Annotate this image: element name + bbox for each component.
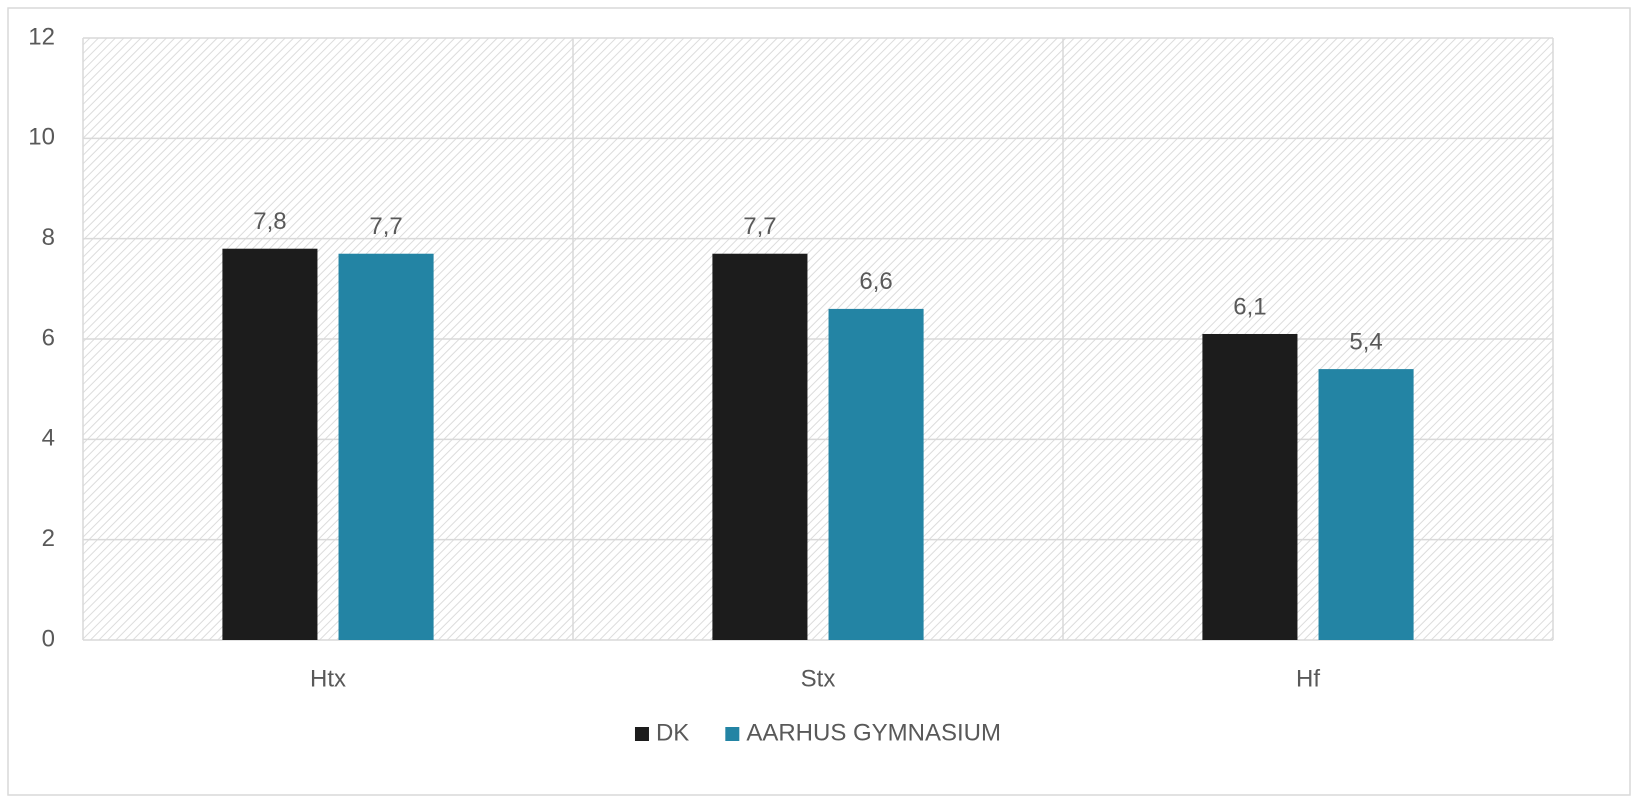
x-tick-label: Stx xyxy=(801,665,836,692)
bar xyxy=(828,308,924,640)
bar xyxy=(222,248,318,640)
y-tick-label: 2 xyxy=(42,525,55,552)
y-tick-label: 6 xyxy=(42,324,55,351)
value-label: 7,8 xyxy=(253,208,286,235)
y-tick-label: 10 xyxy=(28,124,55,151)
value-label: 6,6 xyxy=(859,268,892,295)
y-tick-label: 8 xyxy=(42,224,55,251)
bar xyxy=(338,253,434,640)
bar xyxy=(1318,369,1414,640)
x-tick-label: Hf xyxy=(1296,665,1320,692)
x-tick-label: Htx xyxy=(310,665,346,692)
value-label: 7,7 xyxy=(369,213,402,240)
value-label: 7,7 xyxy=(743,213,776,240)
legend-swatch xyxy=(634,727,649,741)
y-tick-label: 12 xyxy=(28,23,55,50)
legend-label: DK xyxy=(656,719,689,746)
bar xyxy=(1202,333,1298,640)
bar xyxy=(712,253,808,640)
legend-label: AARHUS GYMNASIUM xyxy=(746,719,1001,746)
value-label: 5,4 xyxy=(1349,328,1382,355)
value-label: 6,1 xyxy=(1233,293,1266,320)
y-tick-label: 0 xyxy=(42,625,55,652)
y-tick-label: 4 xyxy=(42,425,55,452)
legend-swatch xyxy=(725,727,740,741)
